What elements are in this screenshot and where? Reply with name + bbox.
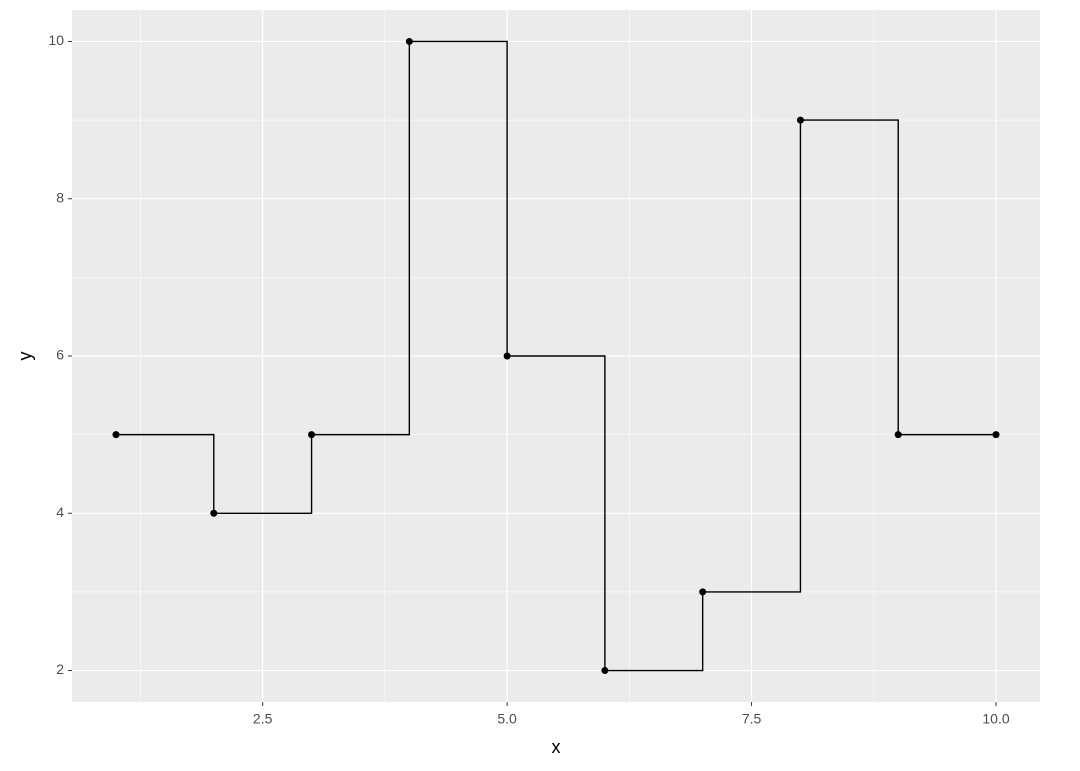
- x-tick-label: 5.0: [497, 711, 517, 727]
- point: [894, 431, 902, 439]
- point: [503, 352, 511, 360]
- y-axis-title: y: [15, 352, 35, 361]
- point: [112, 431, 120, 439]
- point: [308, 431, 316, 439]
- x-tick-label: 10.0: [982, 711, 1009, 727]
- x-tick-label: 7.5: [742, 711, 762, 727]
- point: [699, 588, 707, 596]
- y-tick-label: 10: [48, 32, 64, 48]
- x-axis-title: x: [552, 737, 561, 757]
- y-tick-label: 4: [56, 504, 64, 520]
- point: [601, 667, 609, 675]
- point: [796, 116, 804, 124]
- step-line: [116, 40, 996, 672]
- point: [405, 37, 413, 45]
- point: [992, 431, 1000, 439]
- y-tick-label: 2: [56, 661, 64, 677]
- point: [210, 509, 218, 517]
- x-tick-label: 2.5: [253, 711, 273, 727]
- y-tick-label: 6: [56, 347, 64, 363]
- y-tick-label: 8: [56, 189, 64, 205]
